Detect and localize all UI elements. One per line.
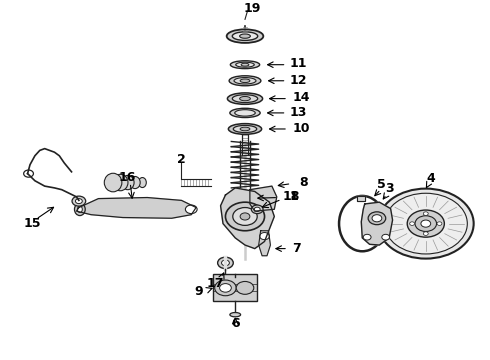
- Circle shape: [254, 207, 260, 211]
- Text: 14: 14: [293, 91, 310, 104]
- Circle shape: [75, 199, 82, 204]
- Text: 13: 13: [290, 106, 307, 119]
- Circle shape: [378, 189, 474, 258]
- Bar: [236, 193, 254, 203]
- Circle shape: [251, 205, 263, 213]
- Text: 8: 8: [299, 176, 308, 189]
- Ellipse shape: [240, 34, 250, 38]
- Circle shape: [240, 213, 250, 220]
- Text: 9: 9: [194, 285, 203, 298]
- Polygon shape: [259, 231, 270, 256]
- Ellipse shape: [227, 93, 263, 104]
- Ellipse shape: [234, 77, 256, 84]
- Ellipse shape: [232, 32, 258, 40]
- Text: 12: 12: [290, 73, 308, 86]
- Ellipse shape: [233, 125, 257, 132]
- Circle shape: [363, 234, 371, 240]
- Circle shape: [368, 212, 386, 225]
- Ellipse shape: [130, 176, 140, 189]
- Text: 16: 16: [119, 171, 136, 184]
- Circle shape: [410, 222, 415, 225]
- Text: 2: 2: [177, 153, 186, 166]
- Circle shape: [437, 222, 442, 225]
- Text: 10: 10: [293, 122, 310, 135]
- Circle shape: [185, 205, 197, 213]
- Circle shape: [372, 215, 382, 222]
- Circle shape: [221, 260, 229, 266]
- Ellipse shape: [240, 127, 250, 131]
- Circle shape: [423, 212, 428, 215]
- Polygon shape: [361, 202, 392, 245]
- Circle shape: [24, 170, 33, 177]
- Ellipse shape: [113, 174, 128, 191]
- Circle shape: [384, 193, 467, 254]
- Text: 7: 7: [292, 242, 301, 255]
- Text: 11: 11: [290, 58, 308, 71]
- Text: 19: 19: [244, 2, 261, 15]
- Ellipse shape: [104, 173, 122, 192]
- Ellipse shape: [230, 312, 241, 317]
- Circle shape: [220, 284, 231, 292]
- Ellipse shape: [122, 175, 134, 190]
- Circle shape: [423, 232, 428, 235]
- Ellipse shape: [236, 62, 254, 67]
- Circle shape: [218, 257, 233, 269]
- Circle shape: [260, 233, 270, 240]
- Circle shape: [415, 216, 437, 231]
- Ellipse shape: [229, 76, 261, 86]
- Ellipse shape: [232, 95, 258, 103]
- Text: 5: 5: [377, 178, 386, 191]
- Bar: [213, 274, 257, 301]
- Ellipse shape: [227, 30, 263, 43]
- Polygon shape: [220, 188, 274, 249]
- Ellipse shape: [235, 110, 255, 116]
- Text: 18: 18: [283, 190, 300, 203]
- Text: 6: 6: [231, 317, 240, 330]
- Text: 3: 3: [385, 182, 393, 195]
- Ellipse shape: [240, 79, 250, 82]
- Circle shape: [72, 196, 86, 206]
- Circle shape: [225, 202, 265, 231]
- Ellipse shape: [230, 108, 260, 118]
- Circle shape: [382, 234, 390, 240]
- Circle shape: [236, 282, 254, 294]
- Circle shape: [233, 207, 257, 225]
- Text: 1: 1: [290, 190, 298, 203]
- Ellipse shape: [228, 123, 262, 134]
- Polygon shape: [357, 196, 365, 202]
- Text: 4: 4: [426, 172, 435, 185]
- Polygon shape: [250, 186, 277, 211]
- Ellipse shape: [74, 203, 85, 216]
- Text: 15: 15: [24, 217, 41, 230]
- Ellipse shape: [77, 206, 82, 212]
- Circle shape: [421, 220, 431, 227]
- Circle shape: [407, 210, 444, 237]
- Ellipse shape: [230, 61, 260, 69]
- Text: 17: 17: [207, 277, 224, 290]
- Polygon shape: [76, 198, 196, 218]
- Ellipse shape: [241, 63, 249, 66]
- Circle shape: [215, 280, 236, 296]
- Ellipse shape: [139, 177, 147, 188]
- Ellipse shape: [240, 96, 250, 101]
